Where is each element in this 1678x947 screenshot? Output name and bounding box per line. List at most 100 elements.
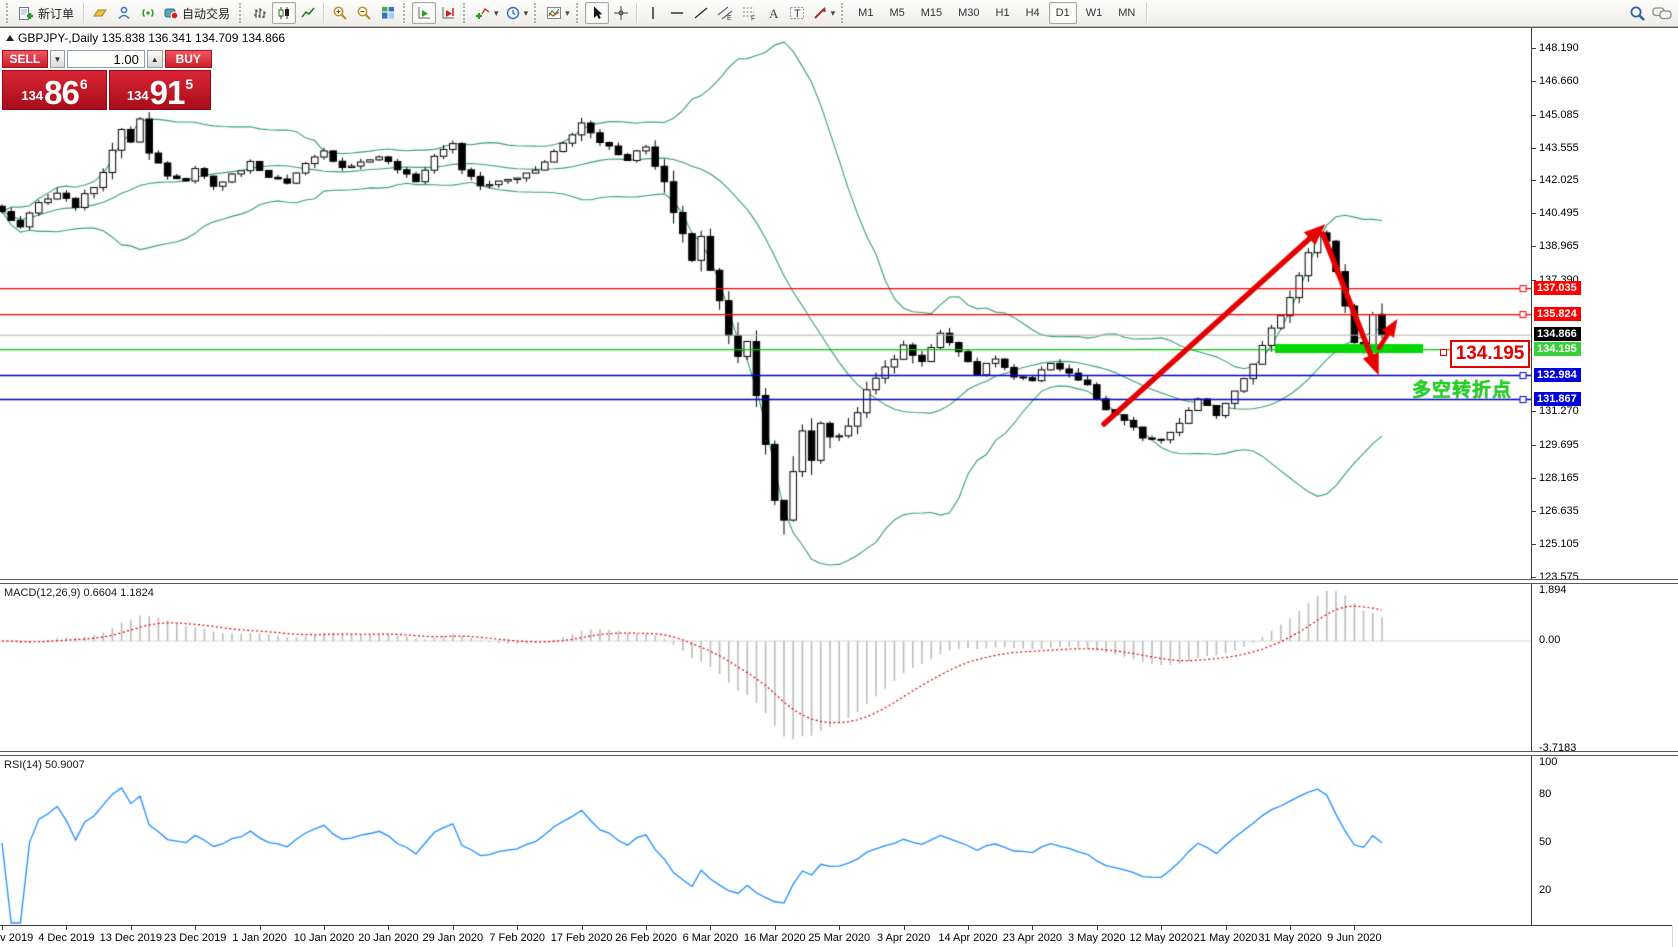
equidistant-channel-icon: E bbox=[717, 5, 733, 21]
sell-price-prefix: 134 bbox=[21, 88, 44, 103]
period-button-m15[interactable]: M15 bbox=[920, 7, 943, 19]
zoom-in-button[interactable] bbox=[328, 2, 352, 24]
period-button-d1[interactable]: D1 bbox=[1048, 2, 1077, 24]
rsi-axis-label: 80 bbox=[1539, 788, 1552, 800]
text-button[interactable]: A bbox=[761, 2, 785, 24]
toolbar-grip[interactable] bbox=[841, 3, 846, 23]
price-axis-tick: 142.025 bbox=[1532, 174, 1579, 186]
toolbar-grip[interactable] bbox=[534, 3, 539, 23]
auto-trading-label: 自动交易 bbox=[182, 6, 231, 21]
horizontal-line-icon bbox=[669, 5, 685, 21]
toolbar-grip[interactable] bbox=[463, 3, 468, 23]
tile-windows-button[interactable] bbox=[376, 2, 400, 24]
sell-price-box[interactable]: 134 86 6 bbox=[2, 70, 107, 110]
chat-button[interactable] bbox=[1649, 2, 1675, 24]
template-button[interactable]: ▾ bbox=[543, 2, 573, 24]
auto-scroll-button[interactable] bbox=[412, 2, 437, 24]
callout-anchor-handle[interactable] bbox=[1440, 349, 1447, 356]
tile-windows-icon bbox=[380, 5, 396, 21]
toolbar-grip[interactable] bbox=[6, 3, 11, 23]
period-button-m1[interactable]: M1 bbox=[858, 7, 874, 19]
profile-button[interactable] bbox=[112, 2, 136, 24]
buy-price-box[interactable]: 134 91 5 bbox=[109, 70, 211, 110]
period-button-mn[interactable]: MN bbox=[1118, 7, 1136, 19]
rsi-indicator-label: RSI(14) 50.9007 bbox=[4, 759, 85, 771]
chart-shift-button[interactable] bbox=[436, 2, 460, 24]
volume-increase-button[interactable]: ▲ bbox=[146, 50, 163, 68]
arrows-button[interactable]: ▾ bbox=[809, 2, 839, 24]
new-order-label: 新订单 bbox=[38, 6, 75, 21]
time-axis-tick bbox=[517, 926, 519, 930]
chart-symbol-icon bbox=[6, 35, 14, 41]
panel-separator[interactable] bbox=[0, 751, 1678, 756]
rsi-axis-label: 20 bbox=[1539, 884, 1552, 896]
cursor-icon bbox=[589, 5, 605, 21]
indicators-caret-icon[interactable]: ▾ bbox=[494, 7, 499, 18]
rsi-panel[interactable] bbox=[0, 756, 1531, 925]
vertical-line-button[interactable] bbox=[641, 2, 665, 24]
period-menu-button[interactable]: ▾ bbox=[502, 2, 532, 24]
candle-mode-button[interactable] bbox=[272, 2, 297, 24]
chart-symbol-label: GBPJPY-,Daily bbox=[18, 31, 99, 45]
toolbar-grip[interactable] bbox=[403, 3, 408, 23]
toolbar-grip[interactable] bbox=[239, 3, 244, 23]
search-button[interactable] bbox=[1625, 2, 1649, 24]
time-axis-label: 13 Dec 2019 bbox=[99, 932, 162, 944]
trendline-icon bbox=[693, 5, 709, 21]
volume-decrease-button[interactable]: ▼ bbox=[49, 50, 66, 68]
market-depth-icon bbox=[92, 5, 108, 21]
time-axis-tick bbox=[1290, 926, 1291, 930]
time-axis-tick bbox=[130, 926, 132, 930]
text-label-button[interactable]: T bbox=[785, 2, 809, 24]
macd-indicator-label: MACD(12,26,9) 0.6604 1.1824 bbox=[4, 587, 154, 599]
signals-button[interactable] bbox=[136, 2, 160, 24]
time-axis-label: 10 Jan 2020 bbox=[293, 932, 355, 944]
crosshair-button[interactable] bbox=[609, 2, 633, 24]
period-button-w1[interactable]: W1 bbox=[1085, 7, 1103, 19]
horizontal-line-button[interactable] bbox=[665, 2, 689, 24]
time-axis-tick bbox=[1161, 926, 1163, 930]
macd-panel[interactable] bbox=[0, 584, 1531, 751]
vertical-line-icon bbox=[645, 5, 661, 21]
buy-button[interactable]: BUY bbox=[164, 50, 213, 68]
time-axis-tick bbox=[452, 926, 454, 930]
price-axis[interactable]: 148.190 146.660 145.085 143.555 142.025 140.4… bbox=[1531, 28, 1673, 926]
panel-separator[interactable] bbox=[0, 579, 1678, 584]
trendline-button[interactable] bbox=[689, 2, 713, 24]
time-axis-label: 29 Jan 2020 bbox=[422, 932, 484, 944]
period-button-h4[interactable]: H4 bbox=[1025, 7, 1040, 19]
price-axis-tick: 138.965 bbox=[1532, 240, 1579, 252]
template-caret-icon[interactable]: ▾ bbox=[565, 7, 570, 18]
time-axis-label: 25 Mar 2020 bbox=[808, 932, 871, 944]
cursor-button[interactable] bbox=[584, 2, 609, 24]
new-order-button[interactable]: 新订单 bbox=[15, 2, 80, 24]
toolbar-grip[interactable] bbox=[575, 3, 581, 23]
indicators-button[interactable]: ▾ bbox=[472, 2, 502, 24]
period-button-m5[interactable]: M5 bbox=[889, 7, 905, 19]
period-button-m30[interactable]: M30 bbox=[958, 7, 980, 19]
zoom-out-button[interactable] bbox=[352, 2, 376, 24]
period-menu-caret-icon[interactable]: ▾ bbox=[523, 7, 529, 18]
macd-axis-label: 0.00 bbox=[1539, 634, 1561, 646]
volume-input[interactable]: 1.00 bbox=[67, 50, 145, 68]
bar-chart-mode-button[interactable] bbox=[248, 2, 272, 24]
candle-mode-icon bbox=[276, 5, 292, 21]
arrows-caret-icon[interactable]: ▾ bbox=[830, 7, 836, 18]
fibonacci-button[interactable]: F bbox=[737, 2, 761, 24]
time-axis-tick bbox=[324, 926, 325, 930]
period-button-h1[interactable]: H1 bbox=[995, 7, 1010, 19]
rsi-axis-label: 50 bbox=[1539, 836, 1552, 848]
candlestick-chart[interactable] bbox=[0, 28, 1531, 578]
equidistant-channel-button[interactable]: E bbox=[713, 2, 737, 24]
line-chart-mode-button[interactable] bbox=[296, 2, 320, 24]
price-axis-tick: 125.105 bbox=[1532, 538, 1579, 550]
time-axis-label: 3 May 2020 bbox=[1068, 932, 1126, 944]
market-depth-button[interactable] bbox=[88, 2, 112, 24]
sell-button[interactable]: SELL bbox=[2, 50, 48, 68]
search-icon bbox=[1629, 5, 1646, 22]
price-line-label: 132.984 bbox=[1534, 367, 1581, 382]
macd-axis-label: 1.894 bbox=[1539, 583, 1567, 596]
auto-trading-button[interactable]: 自动交易 bbox=[160, 2, 236, 24]
time-axis-label: 26 Feb 2020 bbox=[615, 932, 677, 944]
